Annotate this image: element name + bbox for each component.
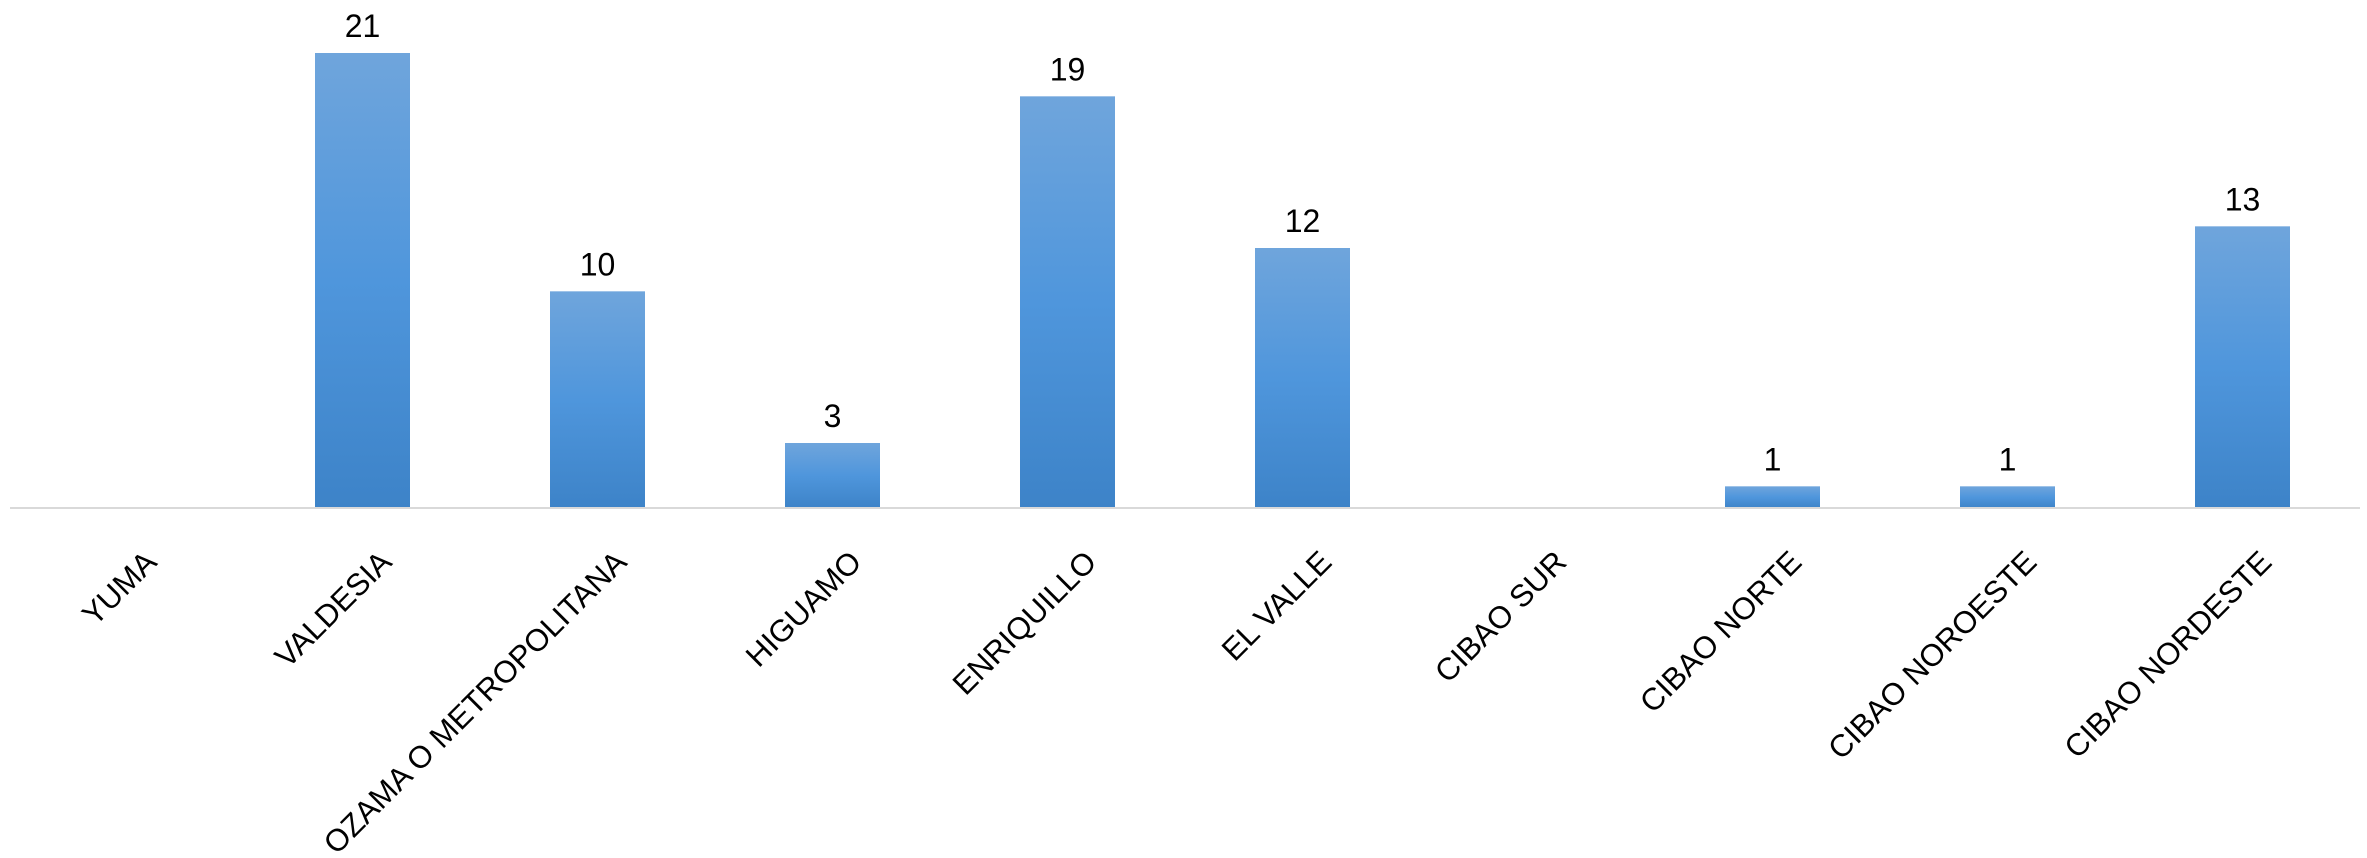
category-label-cibao-nordeste: CIBAO NORDESTE <box>2057 544 2278 765</box>
data-label-el-valle: 12 <box>1285 203 1321 239</box>
data-label-ozama-o-metropolitana: 10 <box>580 246 616 282</box>
bar-valdesia <box>315 53 410 508</box>
category-label-higuamo: HIGUAMO <box>739 544 868 673</box>
bar-cibao-noroeste <box>1960 486 2055 508</box>
data-label-cibao-noroeste: 1 <box>1999 441 2017 477</box>
data-label-valdesia: 21 <box>345 8 381 44</box>
category-label-yuma: YUMA <box>75 544 163 632</box>
bars-group <box>315 53 2290 509</box>
bar-enriquillo <box>1020 96 1115 508</box>
category-label-valdesia: VALDESIA <box>268 544 399 675</box>
bar-cibao-nordeste <box>2195 226 2290 509</box>
data-labels-group: 21 10 3 19 12 1 1 13 <box>345 8 2261 477</box>
category-label-cibao-norte: CIBAO NORTE <box>1633 544 1808 719</box>
category-label-enriquillo: ENRIQUILLO <box>946 544 1104 702</box>
bar-cibao-norte <box>1725 486 1820 508</box>
data-label-cibao-norte: 1 <box>1764 441 1782 477</box>
bar-higuamo <box>785 443 880 508</box>
data-label-higuamo: 3 <box>824 398 842 434</box>
data-label-cibao-nordeste: 13 <box>2225 181 2261 217</box>
data-label-enriquillo: 19 <box>1050 51 1086 87</box>
category-label-cibao-sur: CIBAO SUR <box>1428 544 1573 689</box>
category-label-el-valle: EL VALLE <box>1215 544 1338 667</box>
bar-ozama-o-metropolitana <box>550 291 645 508</box>
bar-el-valle <box>1255 248 1350 508</box>
category-label-cibao-noroeste: CIBAO NOROESTE <box>1821 544 2043 766</box>
